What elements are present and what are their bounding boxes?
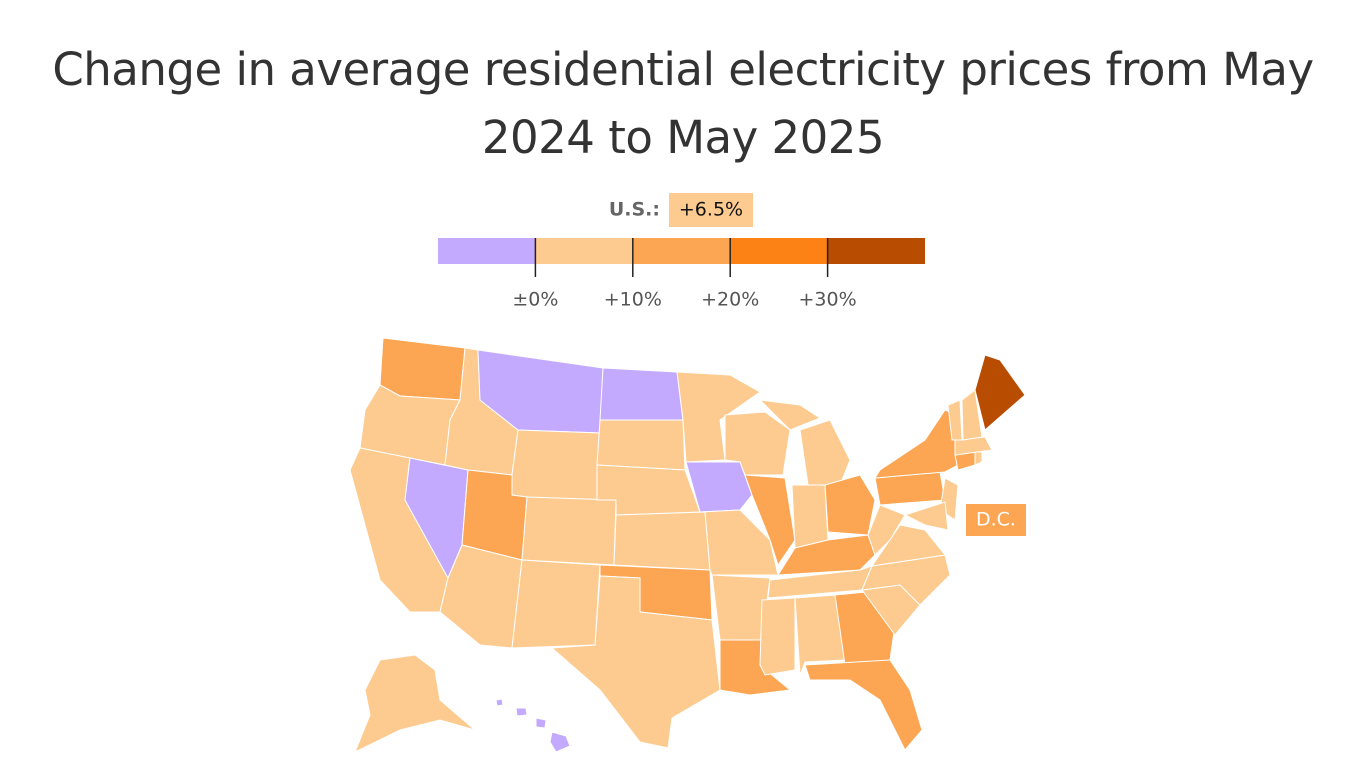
region <box>379 337 466 401</box>
region <box>759 597 796 676</box>
region <box>354 654 476 754</box>
region <box>613 511 711 571</box>
region <box>974 451 983 466</box>
dc-label: D.C. <box>976 509 1016 531</box>
region <box>685 461 753 513</box>
region <box>974 354 1026 431</box>
region <box>495 698 504 707</box>
region <box>511 429 601 501</box>
region <box>724 411 791 476</box>
region <box>535 717 547 729</box>
dc-badge <box>966 504 1026 536</box>
region <box>549 731 571 753</box>
legend-tick-label: +30% <box>799 289 857 311</box>
region <box>824 474 876 536</box>
region <box>758 399 822 431</box>
region <box>744 474 796 567</box>
legend-tick-label: +10% <box>604 289 662 311</box>
us-value: +6.5% <box>679 199 743 221</box>
region <box>947 399 963 441</box>
legend-swatch <box>730 238 828 264</box>
region <box>903 501 949 531</box>
region <box>799 419 851 486</box>
region <box>804 659 923 751</box>
region <box>521 496 617 566</box>
region <box>550 575 721 749</box>
region <box>961 389 983 441</box>
us-value-badge <box>669 193 753 227</box>
us-label: U.S.: <box>609 199 660 221</box>
legend-swatch <box>827 238 925 264</box>
region <box>676 371 761 463</box>
region <box>511 559 601 649</box>
region <box>874 409 959 479</box>
legend-swatch <box>535 238 633 264</box>
region <box>794 594 846 676</box>
region <box>867 504 906 556</box>
legend-tick-label: +20% <box>701 289 759 311</box>
legend-tick-label: ±0% <box>512 289 558 311</box>
region <box>791 484 829 549</box>
region <box>596 419 686 471</box>
region <box>599 367 684 421</box>
region <box>699 509 779 576</box>
region <box>515 707 528 717</box>
chart-title: Change in average residential electricit… <box>52 43 1314 164</box>
legend-swatch <box>632 238 731 264</box>
legend-swatch <box>438 238 536 264</box>
